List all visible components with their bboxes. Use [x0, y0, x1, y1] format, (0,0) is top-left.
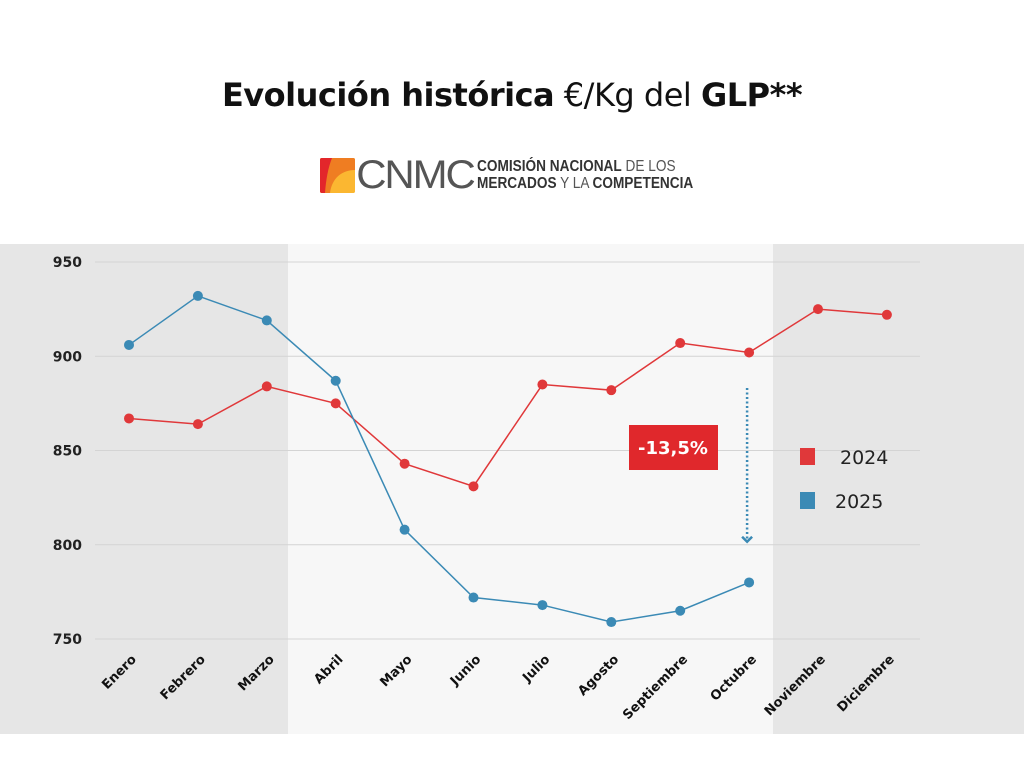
data-point-2024 — [675, 338, 686, 349]
title-unit: €/Kg del — [563, 76, 692, 114]
data-point-2025 — [261, 315, 272, 326]
data-point-2025 — [675, 605, 686, 616]
data-point-2025 — [330, 375, 341, 386]
data-point-2024 — [124, 413, 134, 424]
data-point-2024 — [330, 398, 341, 409]
data-point-2024 — [261, 381, 272, 392]
page-title: Evolución histórica €/Kg del GLP** — [0, 76, 1024, 114]
data-point-2025 — [468, 592, 479, 603]
data-point-2024 — [813, 304, 823, 315]
logo-line2-light: Y LA — [560, 175, 589, 192]
series-line-2025 — [128, 295, 750, 623]
legend-swatch-2024 — [800, 448, 815, 465]
data-point-2025 — [537, 600, 548, 611]
title-product: GLP** — [700, 76, 803, 114]
y-tick-label: 800 — [53, 538, 82, 554]
shade-highlight — [288, 244, 773, 734]
reduction-badge-label: -13,5% — [638, 438, 708, 459]
y-tick-label: 850 — [53, 444, 82, 460]
data-point-2024 — [881, 309, 892, 320]
data-point-2025 — [399, 524, 410, 535]
data-point-2025 — [124, 339, 134, 350]
data-point-2024 — [399, 458, 410, 469]
reduction-badge — [629, 425, 718, 470]
data-point-2025 — [606, 617, 617, 628]
y-tick-label: 950 — [53, 255, 82, 271]
arrow-head-icon — [741, 535, 753, 544]
logo-mark-icon — [320, 157, 355, 193]
logo-line2-b: COMPETENCIA — [592, 175, 694, 192]
series-line-2024 — [128, 308, 887, 488]
data-point-2024 — [537, 379, 548, 390]
legend-swatch-2025 — [800, 492, 815, 509]
data-point-2024 — [744, 347, 755, 358]
legend-label-2024: 2024 — [840, 447, 888, 469]
logo-line1-light: DE LOS — [625, 158, 676, 175]
logo-line1: COMISIÓN NACIONAL — [476, 158, 622, 175]
data-point-2025 — [192, 290, 203, 301]
y-tick-label: 750 — [53, 632, 82, 648]
data-point-2024 — [192, 419, 203, 430]
data-point-2024 — [468, 481, 479, 492]
legend-label-2025: 2025 — [835, 491, 883, 513]
data-point-2025 — [744, 577, 755, 588]
data-point-2024 — [606, 385, 617, 396]
y-tick-label: 900 — [53, 349, 82, 365]
title-bold: Evolución histórica — [221, 76, 555, 114]
logo-line2: MERCADOS — [476, 175, 557, 192]
logo-acronym: CNMC — [356, 153, 476, 197]
cnmc-logo: CNMC COMISIÓN NACIONAL DE LOS MERCADOS Y… — [320, 153, 723, 197]
logo-text: COMISIÓN NACIONAL DE LOS MERCADOS Y LA C… — [477, 158, 693, 192]
